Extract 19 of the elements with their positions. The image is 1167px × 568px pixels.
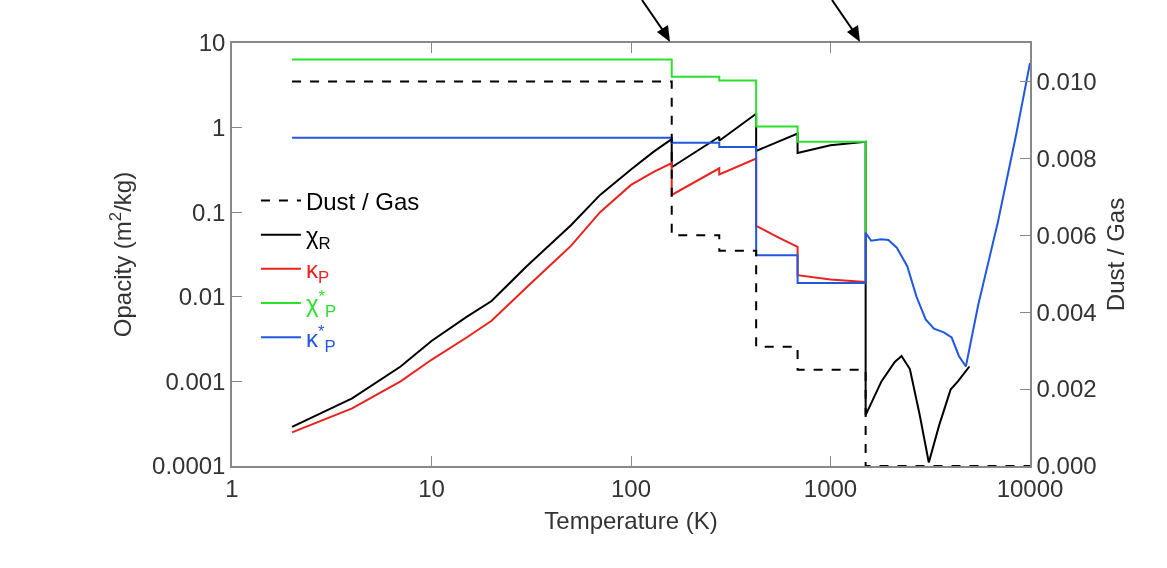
x-tick-label: 1000 — [803, 474, 858, 502]
y2-tick-label: 0.004 — [1036, 298, 1097, 326]
y2-tick-label: 0.002 — [1036, 375, 1097, 403]
legend-label: χ$_{R}$ — [305, 222, 331, 254]
x-tick-label: 10 — [418, 474, 445, 502]
y-tick-label: 0.0001 — [152, 452, 226, 480]
y-tick-label: 10 — [198, 29, 226, 57]
y2-axis-title: Dust / Gas — [1102, 197, 1130, 312]
y2-tick-label: 0.010 — [1036, 67, 1097, 95]
legend-label: κ$_{P}$ — [305, 256, 330, 288]
legend-label: Dust / Gas — [305, 187, 420, 215]
y2-tick-label: 0.006 — [1036, 221, 1097, 249]
y-tick-label: 0.001 — [165, 367, 226, 395]
x-axis-title: Temperature (K) — [544, 507, 718, 535]
x-tick-label: 100 — [610, 474, 652, 502]
y2-tick-label: 0.008 — [1036, 144, 1097, 172]
y-tick-label: 0.1 — [192, 198, 226, 226]
y-tick-label: 1 — [212, 114, 226, 141]
y-tick-label: 0.01 — [178, 283, 226, 311]
